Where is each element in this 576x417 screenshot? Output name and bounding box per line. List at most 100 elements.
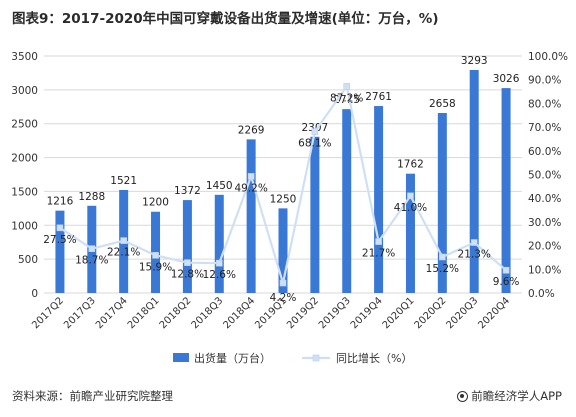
category-label: 2018Q4 (221, 295, 257, 331)
growth-marker (343, 83, 351, 90)
right-tick-label: 100.0% (528, 51, 568, 63)
growth-marker (215, 259, 223, 267)
category-label: 2020Q1 (381, 295, 417, 331)
bar-value-label: 1250 (270, 193, 297, 205)
category-label: 2017Q3 (62, 295, 98, 331)
bar-value-label: 1288 (78, 191, 105, 203)
category-label: 2018Q1 (126, 295, 162, 331)
growth-marker (152, 252, 159, 259)
growth-label: 15.9% (139, 261, 172, 273)
left-tick-label: 2500 (11, 119, 38, 131)
growth-label: 4.2% (270, 292, 297, 304)
category-label: 2020Q4 (476, 295, 512, 331)
growth-label: 87.2% (330, 92, 363, 104)
bar (278, 208, 288, 293)
growth-marker (88, 245, 96, 252)
bar-value-label: 2269 (238, 124, 265, 136)
growth-label: 21.3% (458, 249, 491, 261)
growth-marker (120, 237, 127, 244)
bar-value-label: 1200 (142, 197, 169, 209)
category-label: 2020Q3 (444, 295, 480, 331)
legend-line-label: 同比增长（%） (336, 351, 412, 365)
legend-bar-label: 出货量（万台） (194, 351, 271, 365)
growth-label: 15.2% (426, 263, 459, 275)
bar-value-label: 2307 (301, 122, 328, 134)
bar-value-label: 1372 (174, 185, 201, 197)
right-tick-label: 70.0% (528, 122, 561, 134)
legend-bar-swatch (173, 353, 189, 362)
category-label: 2018Q3 (190, 295, 226, 331)
left-tick-label: 1000 (11, 220, 38, 232)
growth-label: 12.6% (203, 269, 236, 281)
bar-value-label: 3026 (493, 73, 520, 85)
category-label: 2019Q3 (317, 295, 353, 331)
growth-label: 49.2% (234, 182, 267, 194)
right-tick-label: 90.0% (528, 75, 561, 87)
brand-mark: 前瞻经济学人APP (457, 388, 562, 404)
bar-value-label: 1762 (397, 159, 424, 171)
growth-label: 68.1% (298, 138, 331, 150)
right-tick-label: 20.0% (528, 241, 561, 253)
category-label: 2018Q2 (158, 295, 194, 331)
growth-label: 21.7% (362, 248, 395, 260)
left-tick-label: 2000 (11, 153, 38, 165)
bar-value-label: 2658 (429, 98, 456, 110)
bar (405, 173, 415, 293)
source-note: 资料来源：前瞻产业研究院整理 (12, 389, 173, 403)
right-tick-label: 50.0% (528, 170, 561, 182)
growth-label: 41.0% (394, 202, 427, 214)
category-label: 2020Q2 (413, 295, 449, 331)
growth-label: 22.1% (107, 247, 140, 259)
right-axis-ticks: 0.0% 10.0% 20.0% 30.0% 40.0% 50.0% 60.0% 70.0% 8… (528, 51, 568, 300)
legend: 出货量（万台） 同比增长（%） (173, 351, 412, 365)
left-tick-label: 500 (18, 254, 38, 266)
growth-line (56, 83, 510, 287)
growth-label: 12.8% (171, 269, 204, 281)
bar (214, 194, 224, 293)
growth-label: 27.5% (43, 234, 76, 246)
bar (246, 139, 256, 293)
bar-value-label: 3293 (461, 55, 488, 67)
growth-marker (247, 173, 255, 180)
right-tick-label: 60.0% (528, 146, 561, 158)
bar (342, 109, 352, 293)
bar (374, 106, 384, 293)
growth-marker (439, 253, 446, 261)
category-label: 2017Q4 (94, 295, 130, 331)
bar-value-label: 1216 (47, 196, 74, 208)
growth-marker (279, 279, 287, 287)
right-tick-label: 0.0% (528, 288, 555, 300)
growth-marker (470, 239, 478, 246)
brand-logo-icon (457, 390, 469, 402)
category-label: 2017Q2 (30, 295, 66, 331)
growth-label: 9.6% (493, 276, 520, 288)
left-tick-label: 0 (31, 288, 38, 300)
growth-labels: 27.5% 18.7%22.1% 15.9%12.8%12.6% 49.2% 4.2% 6… (43, 92, 519, 304)
bar (182, 200, 192, 293)
right-tick-label: 80.0% (528, 98, 561, 110)
bar-value-label: 1450 (206, 180, 233, 192)
growth-marker (375, 238, 382, 245)
growth-marker (56, 224, 64, 232)
bar-value-label: 1521 (110, 175, 137, 187)
bar (310, 136, 320, 293)
right-tick-label: 10.0% (528, 264, 561, 276)
bar (55, 210, 65, 293)
bar (469, 70, 479, 294)
growth-label: 18.7% (75, 255, 108, 267)
growth-marker (311, 128, 319, 135)
left-axis-ticks: 0 500 1000 1500 2000 2500 3000 3500 (11, 51, 38, 300)
left-tick-label: 1500 (11, 186, 38, 198)
left-tick-label: 3000 (11, 85, 38, 97)
bar (501, 88, 511, 293)
growth-marker (407, 192, 414, 200)
brand-text: 前瞻经济学人APP (471, 389, 562, 403)
bar (437, 113, 447, 293)
left-tick-label: 3500 (11, 51, 38, 63)
category-label: 2019Q4 (349, 295, 385, 331)
right-tick-label: 40.0% (528, 193, 561, 205)
legend-line-marker (312, 354, 320, 362)
right-tick-label: 30.0% (528, 217, 561, 229)
